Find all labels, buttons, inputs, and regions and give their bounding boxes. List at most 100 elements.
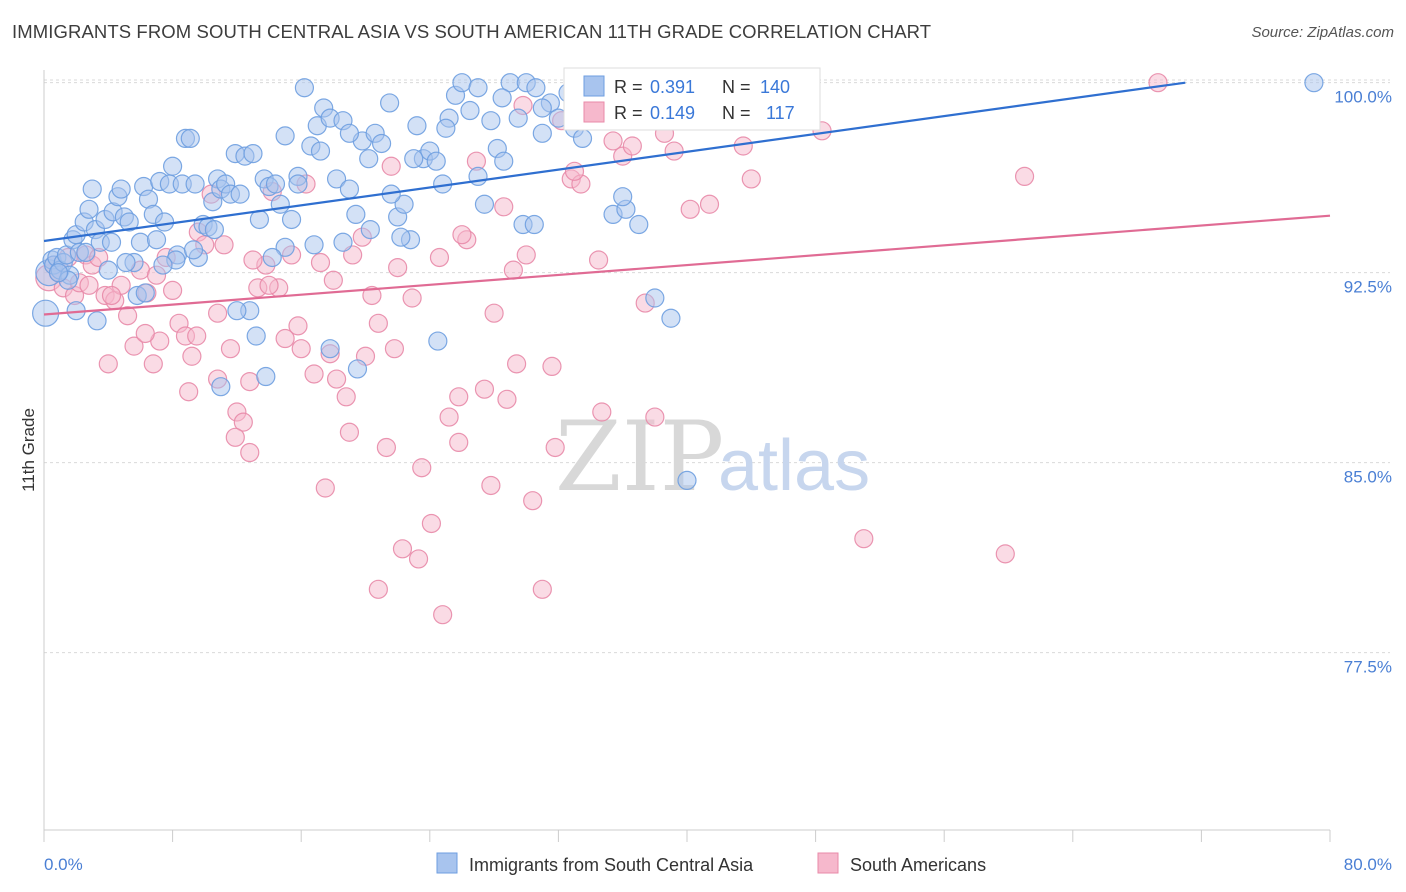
scatter-point-south-americans: [179, 382, 199, 402]
scatter-point-south-americans: [733, 136, 753, 156]
scatter-point-south-central-asia: [371, 133, 392, 154]
scatter-point-south-central-asia: [275, 237, 295, 257]
legend-r-label-1: R =: [614, 77, 643, 97]
scatter-point-south-americans: [421, 513, 442, 534]
scatter-point-south-americans: [381, 156, 401, 176]
scatter-point-south-central-asia: [288, 174, 308, 194]
scatter-point-south-central-asia: [391, 227, 411, 247]
scatter-point-south-central-asia: [154, 212, 175, 232]
scatter-point-south-americans: [323, 270, 343, 290]
scatter-point-south-americans: [388, 258, 408, 278]
bottom-legend: Immigrants from South Central Asia South…: [436, 852, 986, 875]
scatter-point-south-central-asia: [572, 128, 593, 148]
scatter-point-south-central-asia: [185, 174, 205, 194]
scatter-point-south-americans: [664, 141, 684, 161]
scatter-point-south-americans: [699, 194, 720, 214]
scatter-point-south-americans: [680, 199, 700, 219]
scatter-point-south-central-asia: [310, 141, 331, 161]
trend-lines: [43, 81, 1331, 316]
scatter-point-south-americans: [449, 387, 469, 407]
scatter-point-south-central-asia: [661, 308, 681, 328]
scatter-point-south-americans: [484, 303, 504, 323]
scatter-point-south-central-asia: [339, 179, 360, 199]
x-tick-label-min: 0.0%: [44, 855, 83, 874]
scatter-point-south-americans: [143, 354, 163, 374]
scatter-point-south-americans: [101, 285, 122, 306]
scatter-point-south-americans: [532, 579, 552, 599]
legend-r-value-1: 0.391: [650, 77, 695, 97]
scatter-point-south-americans: [117, 306, 138, 326]
scatter-point-south-americans: [384, 339, 405, 359]
scatter-point-south-central-asia: [360, 220, 380, 240]
scatter-point-south-americans: [507, 354, 527, 374]
scatter-point-south-central-asia: [532, 98, 552, 118]
scatter-point-south-central-asia: [183, 240, 204, 260]
y-tick-label: 85.0%: [1344, 468, 1392, 487]
x-ticks: [43, 830, 1331, 842]
bottom-legend-swatch-blue: [436, 852, 458, 874]
trend-line-south-central-asia: [43, 81, 1186, 243]
scatter-point-south-central-asia: [163, 156, 183, 176]
x-tick-label-max: 80.0%: [1344, 855, 1392, 874]
source-label: Source: ZipAtlas.com: [1251, 24, 1394, 41]
scatter-point-south-americans: [124, 336, 144, 356]
scatter-point-south-central-asia: [180, 128, 200, 148]
scatter-point-south-central-asia: [326, 169, 347, 189]
scatter-point-south-americans: [275, 328, 295, 349]
scatter-point-south-americans: [135, 323, 155, 344]
y-tick-label: 100.0%: [1334, 88, 1392, 107]
scatter-point-south-central-asia: [629, 214, 649, 235]
legend-n-value-1: 140: [760, 77, 790, 97]
scatter-point-south-americans: [220, 339, 241, 359]
scatter-point-south-central-asia: [481, 111, 501, 131]
scatter-point-south-americans: [214, 235, 234, 255]
scatter-point-south-americans: [339, 422, 360, 442]
bottom-legend-swatch-pink: [817, 852, 839, 874]
y-tick-label: 92.5%: [1344, 278, 1392, 297]
bottom-legend-label-2: South Americans: [850, 855, 986, 875]
scatter-point-south-americans: [497, 389, 517, 409]
watermark: ZIP atlas: [555, 401, 870, 513]
scatter-point-south-central-asia: [460, 100, 480, 121]
scatter-point-south-central-asia: [246, 326, 266, 346]
scatter-point-south-central-asia: [87, 311, 107, 331]
scatter-point-south-americans: [259, 275, 279, 295]
scatter-point-south-americans: [481, 475, 501, 496]
legend-swatch-blue: [583, 75, 605, 97]
scatter-point-south-americans: [376, 437, 396, 458]
scatter-point-south-central-asia: [265, 174, 286, 194]
series-south-americans: [35, 73, 1168, 625]
scatter-point-south-central-asia: [407, 116, 427, 136]
scatter-point-south-americans: [362, 285, 382, 306]
top-legend: R = 0.391 N = 140 R = 0.149 N = 117: [563, 67, 821, 131]
scatter-point-south-central-asia: [339, 123, 360, 143]
scatter-point-south-americans: [412, 458, 432, 478]
scatter-point-south-central-asia: [249, 209, 270, 230]
scatter-point-south-central-asia: [347, 359, 368, 379]
legend-r-label-2: R =: [614, 103, 643, 123]
scatter-point-south-central-asia: [380, 93, 400, 113]
scatter-point-south-americans: [304, 364, 324, 384]
scatter-point-south-americans: [588, 250, 609, 270]
scatter-point-south-americans: [452, 225, 472, 245]
scatter-point-south-central-asia: [304, 235, 324, 255]
scatter-point-south-central-asia: [645, 288, 665, 308]
scatter-point-south-central-asia: [394, 194, 414, 214]
scatter-point-south-americans: [854, 529, 874, 549]
scatter-point-south-americans: [233, 412, 253, 432]
scatter-point-south-central-asia: [359, 149, 379, 169]
scatter-point-south-americans: [315, 478, 335, 498]
scatter-point-south-central-asia: [111, 179, 131, 199]
scatter-point-south-americans: [163, 280, 183, 300]
scatter-point-south-americans: [392, 539, 413, 559]
scatter-point-south-americans: [995, 544, 1015, 564]
scatter-point-south-central-asia: [135, 283, 155, 303]
scatter-point-south-central-asia: [492, 88, 512, 108]
scatter-point-south-americans: [310, 252, 331, 273]
series-south-central-asia: [32, 73, 1324, 490]
scatter-point-south-americans: [243, 250, 263, 270]
scatter-point-south-americans: [368, 313, 388, 333]
scatter-point-south-americans: [225, 427, 245, 447]
scatter-point-south-americans: [182, 346, 202, 366]
